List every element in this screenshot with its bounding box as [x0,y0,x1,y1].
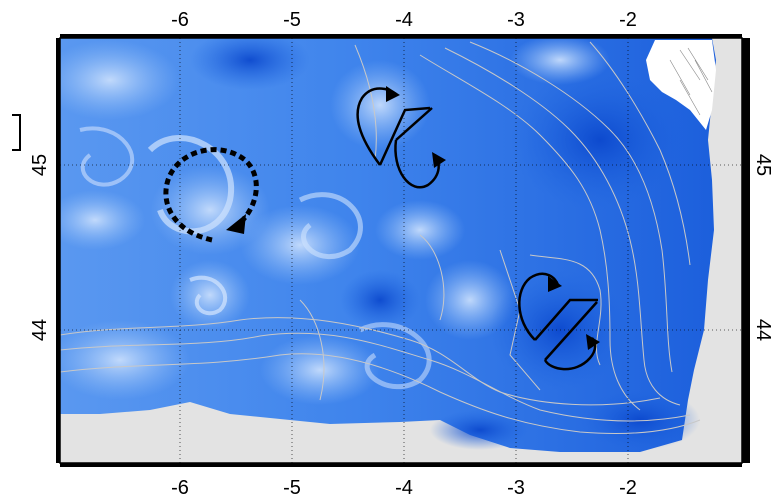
cloud-hatch [669,47,713,116]
bottom-tick-label: -4 [395,477,413,499]
map-plot-area [60,38,742,463]
left-tick-label: 45 [29,154,51,176]
eddy-arrowhead-north-1 [386,86,400,102]
right-tick-label: 45 [752,154,771,176]
bathymetry-contours [60,41,701,434]
scale-bracket [12,114,21,151]
ocean-texture [60,38,700,450]
top-tick-label: -2 [619,9,637,31]
bottom-tick-label: -3 [507,477,525,499]
eddy-arrowhead-south-2 [586,334,600,350]
cloud-patch [646,40,716,130]
frame-tick-bars [56,34,750,467]
top-tick-label: -3 [507,9,525,31]
grid-lines [60,38,742,463]
right-tick-label: 44 [752,319,771,341]
eddy-arrowhead-south-1 [548,276,562,292]
eddy-arrowhead-north-2 [432,152,446,168]
bottom-longitude-axis: -6 -5 -4 -3 -2 [171,477,637,499]
bottom-tick-label: -6 [171,477,189,499]
top-tick-label: -6 [171,9,189,31]
left-latitude-axis: 45 44 [29,154,51,341]
right-latitude-axis: 45 44 [752,154,771,341]
top-longitude-axis: -6 -5 -4 -3 -2 [171,9,637,31]
top-tick-label: -5 [283,9,301,31]
bottom-tick-label: -2 [619,477,637,499]
bottom-tick-label: -5 [283,477,301,499]
top-tick-label: -4 [395,9,413,31]
eddy-dashed-arrow [163,147,259,243]
left-tick-label: 44 [29,319,51,341]
